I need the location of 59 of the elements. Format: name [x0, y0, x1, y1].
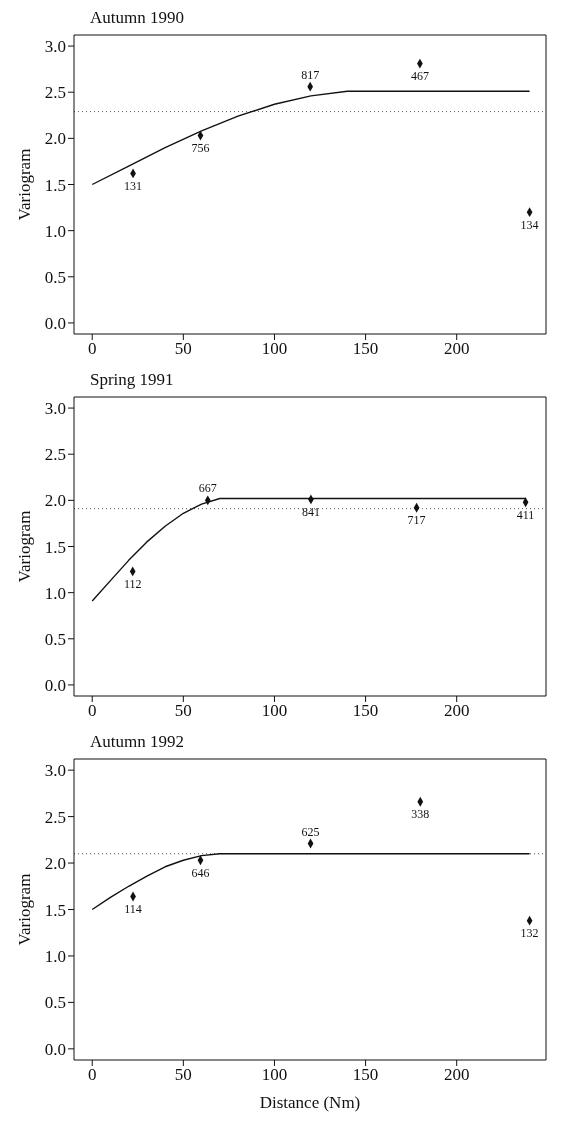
- annotation: 817: [301, 67, 320, 82]
- chart-title: Autumn 1992: [90, 732, 185, 752]
- x-tick-label: 0: [87, 701, 97, 721]
- y-tick-label: 2.5: [44, 445, 66, 465]
- x-tick-label: 100: [261, 339, 288, 359]
- annotation: 411: [516, 507, 535, 522]
- annotation: 134: [520, 217, 539, 232]
- x-tick-label: 0: [87, 1065, 97, 1085]
- y-tick-label: 3.0: [44, 761, 66, 781]
- x-tick-label: 50: [174, 1065, 192, 1085]
- annotation: 338: [411, 807, 430, 822]
- chart-title: Spring 1991: [90, 370, 175, 390]
- x-tick-label: 50: [174, 701, 192, 721]
- x-tick-label: 150: [352, 1065, 379, 1085]
- annotation: 667: [198, 481, 217, 496]
- y-tick-label: 0.5: [44, 629, 66, 649]
- y-tick-label: 0.0: [44, 675, 66, 695]
- y-axis-title: Variogram: [15, 148, 35, 221]
- y-tick-label: 1.0: [44, 221, 66, 241]
- y-tick-label: 1.0: [44, 946, 66, 966]
- annotation: 132: [520, 926, 539, 941]
- x-tick-label: 50: [174, 339, 192, 359]
- annotation: 841: [301, 504, 320, 519]
- y-tick-label: 0.5: [44, 993, 66, 1013]
- y-axis-title: Variogram: [15, 510, 35, 583]
- annotation: 112: [123, 576, 142, 591]
- line-series: [91, 853, 531, 911]
- y-tick-label: 2.0: [44, 854, 66, 874]
- y-tick-label: 2.0: [44, 491, 66, 511]
- x-tick-label: 200: [443, 1065, 470, 1085]
- x-tick-label: 0: [87, 339, 97, 359]
- y-axis-title: Variogram: [15, 873, 35, 946]
- annotation: 131: [124, 178, 143, 193]
- annotation: 625: [301, 824, 320, 839]
- annotation: 114: [124, 902, 142, 917]
- y-tick-label: 2.5: [44, 83, 66, 103]
- chart-title: Autumn 1990: [90, 8, 185, 28]
- x-tick-label: 150: [352, 339, 379, 359]
- annotation: 467: [410, 69, 429, 84]
- y-tick-label: 0.0: [44, 1039, 66, 1059]
- annotation: 756: [191, 141, 210, 156]
- y-tick-label: 1.0: [44, 583, 66, 603]
- y-tick-label: 1.5: [44, 900, 66, 920]
- y-tick-label: 2.5: [44, 807, 66, 827]
- y-tick-label: 0.0: [44, 313, 66, 333]
- y-tick-label: 3.0: [44, 399, 66, 419]
- x-tick-label: 100: [261, 701, 288, 721]
- x-tick-label: 100: [261, 1065, 288, 1085]
- x-tick-label: 150: [352, 701, 379, 721]
- y-tick-label: 1.5: [44, 537, 66, 557]
- x-axis-title: Distance (Nm): [259, 1093, 361, 1113]
- x-tick-label: 200: [443, 339, 470, 359]
- y-tick-label: 3.0: [44, 37, 66, 57]
- y-tick-label: 1.5: [44, 175, 66, 195]
- annotation: 646: [191, 865, 210, 880]
- x-tick-label: 200: [443, 701, 470, 721]
- y-tick-label: 2.0: [44, 129, 66, 149]
- annotation: 717: [407, 513, 426, 528]
- y-tick-label: 0.5: [44, 267, 66, 287]
